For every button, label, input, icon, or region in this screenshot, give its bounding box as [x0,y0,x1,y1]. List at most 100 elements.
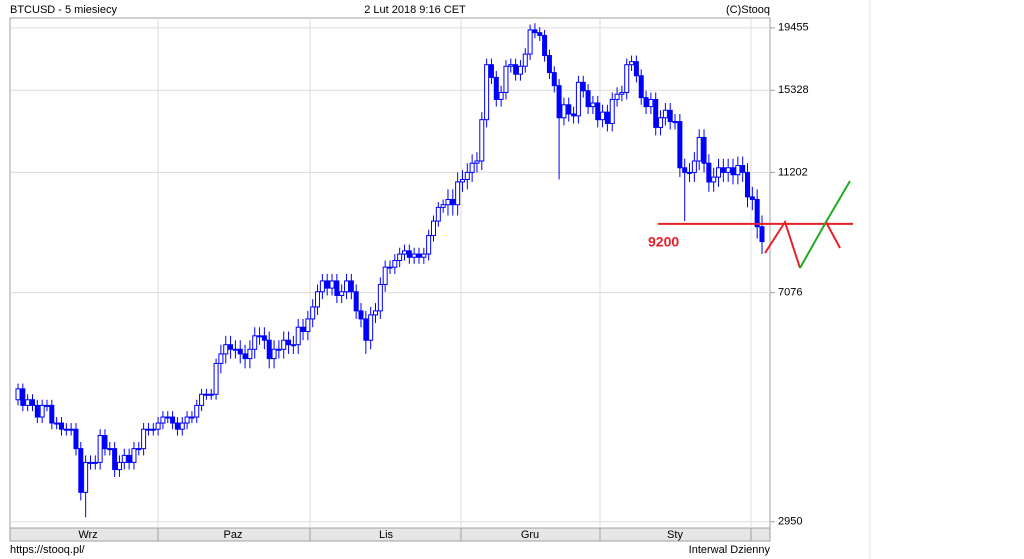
candle-body [435,206,441,222]
candle-body [730,167,736,176]
candle-body [126,454,132,463]
candle-body [286,339,292,346]
candle-body [150,428,156,431]
candle-body [252,335,258,350]
candle-body [353,291,359,312]
candle-body [445,198,451,206]
candle-body [295,326,301,346]
candle-body [329,280,335,289]
candle-body [276,348,282,351]
candle-body [633,61,639,77]
candle-body [600,111,606,121]
candle-body [334,280,340,296]
candle-body [377,283,383,312]
candle-body [706,162,712,183]
footer-interval: Interwal Dzienny [689,544,771,556]
candle-body [20,388,26,406]
candle-body [614,93,620,100]
candle-body [411,253,417,258]
candle-body [643,97,649,108]
candle-body [566,104,572,115]
zigzag-red [764,219,801,269]
candle-body [281,339,287,350]
candle-body [629,61,635,66]
candle-body [228,344,234,350]
y-tick-label: 15328 [778,84,809,96]
x-tick-label: Lis [379,529,394,541]
candle-body [571,113,577,117]
candle-body [257,335,263,338]
candle-body [648,98,654,108]
candle-body [174,422,180,430]
candle-body [213,362,219,395]
candle-body [474,160,480,164]
candle-body [97,435,103,463]
candle-body [440,204,446,208]
candle-body [638,75,644,99]
y-tick-label: 7076 [778,287,802,299]
candle-body [513,64,519,75]
candle-body [406,250,412,258]
candle-body [401,250,407,255]
candle-body [324,280,330,289]
candle-body [575,81,581,117]
candle-body [484,64,490,121]
footer-link: https://stooq.pl/ [10,544,86,556]
candle-body [44,404,50,407]
candle-body [537,32,543,36]
candle-body [590,102,596,108]
y-tick-label: 19455 [778,22,809,34]
candle-body [716,167,722,178]
candle-body [305,318,311,333]
candle-body [368,314,374,341]
candle-body [189,416,195,419]
candle-body [39,404,45,418]
candle-body [745,171,751,198]
candle-body [271,348,277,360]
candle-body [687,171,693,174]
candle-body [546,55,552,74]
candle-body [107,448,113,451]
candle-body [208,393,214,396]
candle-body [155,422,161,430]
candle-body [580,81,586,92]
x-tick-label: Paz [224,529,243,541]
candle-body [387,266,393,269]
candle-body [682,167,688,173]
candle-body [450,198,456,206]
candle-body [199,393,205,406]
x-tick-label: Gru [521,529,539,541]
candle-body [426,235,432,255]
candle-body [247,348,253,360]
candle-body [73,428,79,450]
candle-body [672,121,678,124]
candle-body [358,310,364,320]
candle-body [49,404,55,424]
candle-body [416,253,422,258]
candle-body [348,280,354,293]
candle-body [522,53,528,67]
candle-body [455,181,461,206]
candle-body [102,435,108,450]
candle-body [87,461,93,464]
zigzag-red [825,221,841,249]
chart-title: BTCUSD - 5 miesiecy [10,4,117,16]
candle-body [551,72,557,87]
candle-body [696,136,702,162]
candle-body [29,399,35,406]
candle-body [194,404,200,418]
candle-body [319,280,325,293]
candle-body [141,428,147,450]
candle-body [421,253,427,258]
candle-body [68,428,74,431]
candle-body [300,326,306,333]
candle-body [653,98,659,128]
candle-body [170,416,176,424]
y-tick-label: 2950 [778,516,802,528]
candle-body [720,167,726,173]
candle-body [382,266,388,285]
candle-body [339,291,345,296]
candle-body [604,111,610,125]
candle-body [145,428,151,431]
